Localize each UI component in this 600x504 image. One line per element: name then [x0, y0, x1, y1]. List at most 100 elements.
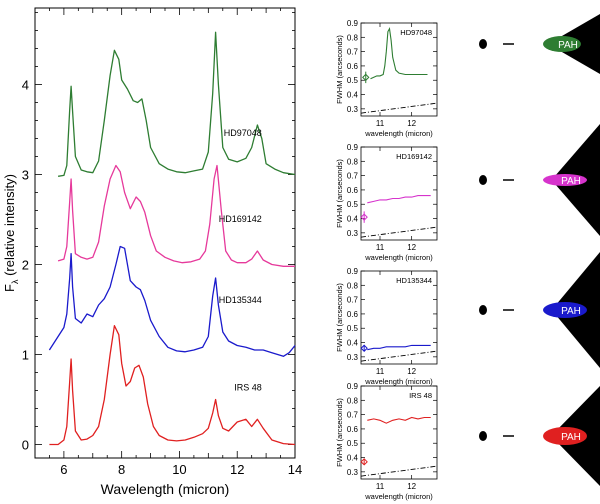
inset-point-marker: [360, 458, 368, 466]
inset-x-tick-label: 12: [407, 243, 416, 252]
inset-x-tick-label: 11: [376, 243, 385, 252]
inset-y-axis-label: FWHM (arcseconds): [335, 159, 344, 228]
series-label-hd169142: HD169142: [219, 214, 262, 224]
inset-frame: [360, 146, 438, 241]
schematic-irs-48: PAH: [479, 386, 600, 486]
inset-y-tick-label: 0.6: [347, 310, 359, 319]
inset-y-tick-label: 0.4: [347, 454, 359, 463]
x-tick-label: 8: [118, 462, 125, 477]
pah-label: PAH: [558, 40, 578, 51]
y-tick-label: 4: [22, 78, 29, 93]
inset-x-tick-label: 12: [407, 367, 416, 376]
inset-x-tick-label: 11: [376, 367, 385, 376]
inset-y-tick-label: 0.7: [347, 48, 359, 57]
inset-y-tick-label: 0.4: [347, 215, 359, 224]
inset-y-tick-label: 0.7: [347, 296, 359, 305]
pah-label: PAH: [561, 176, 581, 187]
inset-y-tick-label: 0.6: [347, 425, 359, 434]
x-tick-label: 10: [172, 462, 186, 477]
y-label-rest: (relative intensity): [2, 174, 17, 279]
x-axis-label: Wavelength (micron): [101, 481, 230, 497]
series-label-hd135344: HD135344: [219, 295, 262, 305]
inset-y-tick-label: 0.5: [347, 200, 359, 209]
pah-emission-region: [543, 427, 587, 445]
inset-y-tick-label: 0.9: [347, 267, 359, 276]
inset-frame: [360, 270, 438, 365]
inset-x-axis-label: wavelength (micron): [364, 253, 433, 262]
inset-fwhm-line: [370, 26, 428, 80]
inset-y-tick-label: 0.6: [347, 62, 359, 71]
inset-point-marker: [362, 73, 370, 82]
inset-y-tick-label: 0.8: [347, 281, 359, 290]
series-line-hd169142: [57, 164, 295, 267]
x-tick-label: 6: [60, 462, 67, 477]
y-tick-label: 1: [22, 348, 29, 363]
inset-frame: [360, 22, 438, 117]
inset-y-tick-label: 0.8: [347, 157, 359, 166]
x-tick-label: 12: [230, 462, 244, 477]
series-line-irs-48: [49, 325, 296, 446]
inset-x-tick-label: 11: [376, 482, 385, 491]
inset-fwhm-line: [367, 195, 431, 204]
inset-x-tick-label: 11: [376, 119, 385, 128]
inset-y-tick-label: 0.7: [347, 172, 359, 181]
y-label-main: F: [2, 284, 17, 292]
series-line-hd97048: [58, 31, 296, 177]
y-tick-label: 2: [22, 258, 29, 273]
series-label-irs-48: IRS 48: [234, 383, 262, 393]
inset-y-tick-label: 0.8: [347, 396, 359, 405]
diffraction-limit-line: [360, 102, 438, 114]
inset-fwhm-line: [367, 344, 431, 351]
inset-y-tick-label: 0.5: [347, 76, 359, 85]
y-label-sub: λ: [10, 279, 20, 284]
diffraction-limit-line: [360, 226, 438, 238]
diffraction-limit-line: [360, 350, 438, 362]
y-axis-label: Fλ (relative intensity): [2, 174, 20, 292]
inset-x-axis-label: wavelength (micron): [364, 492, 433, 501]
schematic-hd135344: PAH: [479, 252, 600, 368]
inset-y-tick-label: 0.5: [347, 439, 359, 448]
schematic-hd169142: PAH: [479, 124, 600, 236]
disk-schematics: PAH PAH PAH PAH: [479, 14, 600, 486]
inset-x-tick-label: 12: [407, 119, 416, 128]
inset-y-tick-label: 0.3: [347, 468, 359, 477]
inset-y-tick-label: 0.3: [347, 229, 359, 238]
inset-y-tick-label: 0.9: [347, 19, 359, 28]
inset-x-axis-label: wavelength (micron): [364, 129, 433, 138]
inset-y-axis-label: FWHM (arcseconds): [335, 35, 344, 104]
inset-y-axis-label: FWHM (arcseconds): [335, 283, 344, 352]
inset-y-tick-label: 0.4: [347, 339, 359, 348]
star-dot: [479, 305, 487, 315]
inset-x-tick-label: 12: [407, 482, 416, 491]
inset-title: HD97048: [400, 28, 432, 37]
pah-label: PAH: [561, 432, 581, 443]
inset-x-axis-label: wavelength (micron): [364, 377, 433, 386]
inset-title: HD135344: [396, 276, 432, 285]
star-dot: [479, 431, 487, 441]
inset-fwhm-line: [367, 416, 431, 424]
inset-title: HD169142: [396, 152, 432, 161]
inset-frame: [360, 385, 438, 480]
inset-y-tick-label: 0.3: [347, 353, 359, 362]
inset-y-tick-label: 0.6: [347, 186, 359, 195]
series-line-hd135344: [48, 245, 296, 357]
diffraction-limit-line: [360, 465, 438, 477]
inset-y-tick-label: 0.8: [347, 33, 359, 42]
inset-y-tick-label: 0.3: [347, 105, 359, 114]
inset-y-axis-label: FWHM (arcseconds): [335, 398, 344, 467]
x-tick-label: 14: [288, 462, 302, 477]
pah-emission-region: [543, 36, 581, 52]
pah-emission-region: [543, 174, 587, 186]
inset-y-tick-label: 0.9: [347, 382, 359, 391]
inset-point-marker: [360, 344, 368, 352]
pah-label: PAH: [561, 306, 581, 317]
inset-point-marker: [360, 213, 368, 221]
y-tick-label: 0: [22, 438, 29, 453]
series-label-hd97048: HD97048: [224, 128, 262, 138]
